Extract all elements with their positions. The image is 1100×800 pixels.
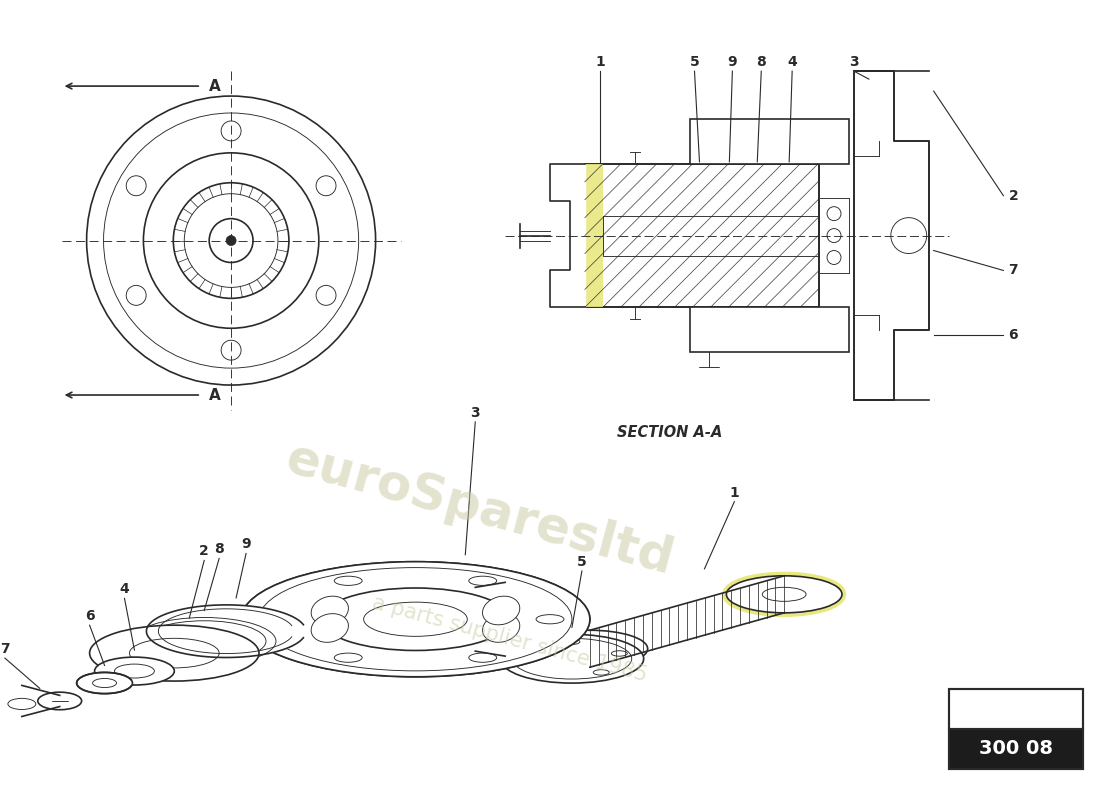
Ellipse shape (321, 588, 510, 650)
Text: 1: 1 (729, 486, 739, 500)
Circle shape (126, 286, 146, 306)
Ellipse shape (483, 596, 520, 625)
Circle shape (316, 286, 336, 306)
Circle shape (221, 340, 241, 360)
Bar (948, 689, 1084, 769)
Polygon shape (854, 71, 928, 400)
Ellipse shape (241, 562, 590, 677)
Ellipse shape (37, 692, 81, 710)
Circle shape (316, 176, 336, 196)
Circle shape (227, 235, 236, 246)
Bar (948, 729, 1084, 769)
Polygon shape (550, 164, 585, 307)
Circle shape (827, 250, 842, 265)
Text: 9: 9 (241, 538, 251, 551)
Ellipse shape (469, 653, 497, 662)
Bar (603, 216, 820, 255)
Ellipse shape (334, 576, 362, 586)
Text: A: A (209, 78, 221, 94)
Text: 1: 1 (595, 55, 605, 69)
Circle shape (143, 153, 319, 328)
Ellipse shape (132, 618, 276, 665)
Ellipse shape (311, 596, 349, 625)
Ellipse shape (241, 562, 590, 677)
Text: 2: 2 (1009, 189, 1019, 202)
Ellipse shape (726, 576, 842, 613)
Ellipse shape (513, 638, 631, 679)
Ellipse shape (95, 657, 174, 685)
Ellipse shape (762, 587, 806, 602)
Ellipse shape (311, 614, 349, 642)
Circle shape (87, 96, 375, 385)
Ellipse shape (258, 568, 572, 671)
Bar (948, 689, 1084, 729)
Ellipse shape (726, 576, 842, 613)
Text: 300 08: 300 08 (979, 739, 1053, 758)
Ellipse shape (92, 678, 117, 687)
Text: 9: 9 (727, 55, 737, 69)
Bar (585, 164, 820, 307)
Circle shape (827, 229, 842, 242)
Text: 4: 4 (788, 55, 798, 69)
Text: 2: 2 (199, 545, 209, 558)
Polygon shape (475, 579, 505, 659)
Text: 5: 5 (690, 55, 700, 69)
Text: euroSparesltd: euroSparesltd (280, 434, 680, 585)
Ellipse shape (469, 653, 497, 662)
Ellipse shape (77, 673, 132, 694)
Ellipse shape (364, 602, 468, 636)
Ellipse shape (536, 614, 564, 624)
Ellipse shape (267, 614, 295, 624)
Ellipse shape (564, 639, 580, 645)
Ellipse shape (726, 576, 842, 613)
Ellipse shape (334, 653, 362, 662)
Bar (690, 307, 849, 352)
Ellipse shape (114, 664, 154, 678)
Ellipse shape (142, 621, 266, 662)
Bar (585, 164, 820, 307)
Text: 6: 6 (1009, 328, 1018, 342)
Ellipse shape (532, 630, 648, 667)
Text: A: A (209, 387, 221, 402)
Text: 3: 3 (471, 406, 480, 420)
Ellipse shape (593, 670, 609, 675)
Text: 8: 8 (214, 542, 224, 557)
Ellipse shape (8, 698, 36, 710)
Circle shape (209, 218, 253, 262)
Text: a parts supplier since 1985: a parts supplier since 1985 (371, 593, 650, 686)
Ellipse shape (612, 650, 627, 656)
Ellipse shape (334, 653, 362, 662)
Text: 5: 5 (578, 555, 586, 569)
Text: 6: 6 (85, 610, 95, 623)
Ellipse shape (469, 576, 497, 586)
Text: 7: 7 (1009, 263, 1018, 278)
Circle shape (891, 218, 926, 254)
Circle shape (126, 176, 146, 196)
Bar (690, 119, 849, 164)
Text: 8: 8 (757, 55, 766, 69)
Ellipse shape (469, 576, 497, 586)
Circle shape (827, 206, 842, 221)
Circle shape (221, 121, 241, 141)
Text: 4: 4 (120, 582, 130, 596)
Text: 7: 7 (0, 642, 10, 656)
Polygon shape (146, 605, 304, 658)
Circle shape (174, 182, 289, 298)
Ellipse shape (483, 614, 520, 642)
Ellipse shape (258, 568, 572, 671)
Ellipse shape (130, 638, 219, 668)
Text: SECTION A-A: SECTION A-A (617, 425, 723, 440)
Ellipse shape (500, 634, 644, 683)
Ellipse shape (46, 695, 74, 706)
Ellipse shape (267, 614, 295, 624)
Ellipse shape (321, 588, 510, 650)
Ellipse shape (334, 576, 362, 586)
Ellipse shape (536, 614, 564, 624)
Ellipse shape (89, 625, 258, 681)
Text: 3: 3 (849, 55, 859, 69)
Bar (585, 164, 603, 307)
Ellipse shape (364, 602, 468, 636)
